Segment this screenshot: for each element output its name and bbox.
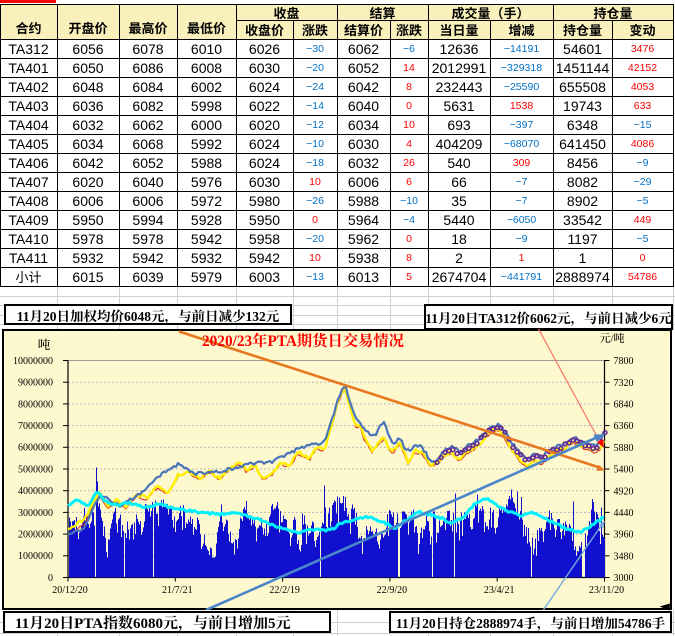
svg-text:6000000: 6000000 [18, 443, 53, 454]
svg-text:7800: 7800 [614, 356, 634, 367]
svg-text:23/4/21: 23/4/21 [484, 585, 515, 596]
svg-text:吨: 吨 [38, 335, 51, 353]
svg-text:5880: 5880 [614, 443, 634, 454]
svg-text:6840: 6840 [614, 400, 634, 411]
svg-text:2020/23年PTA期货日交易情况: 2020/23年PTA期货日交易情况 [202, 332, 404, 350]
svg-text:20/12/20: 20/12/20 [52, 585, 88, 596]
svg-text:5400: 5400 [614, 465, 634, 476]
svg-text:6360: 6360 [614, 421, 634, 432]
svg-text:4440: 4440 [614, 508, 634, 519]
svg-text:22/9/20: 22/9/20 [377, 585, 408, 596]
svg-text:3000000: 3000000 [18, 508, 53, 519]
svg-text:4000000: 4000000 [18, 486, 53, 497]
svg-text:21/7/21: 21/7/21 [162, 585, 193, 596]
svg-text:9000000: 9000000 [18, 378, 53, 389]
svg-text:4920: 4920 [614, 486, 634, 497]
svg-text:5000000: 5000000 [18, 464, 53, 475]
svg-text:0: 0 [48, 573, 53, 584]
svg-text:1000000: 1000000 [18, 551, 53, 562]
svg-text:3000: 3000 [614, 573, 634, 584]
svg-text:22/2/19: 22/2/19 [269, 585, 300, 596]
svg-text:7320: 7320 [614, 378, 634, 389]
svg-text:3480: 3480 [614, 551, 634, 562]
svg-text:7000000: 7000000 [18, 421, 53, 432]
svg-text:8000000: 8000000 [18, 399, 53, 410]
svg-text:3960: 3960 [614, 530, 634, 541]
svg-text:2000000: 2000000 [18, 530, 53, 541]
svg-text:元/吨: 元/吨 [599, 330, 624, 346]
svg-text:23/11/20: 23/11/20 [589, 585, 624, 596]
svg-text:10000000: 10000000 [13, 356, 53, 367]
